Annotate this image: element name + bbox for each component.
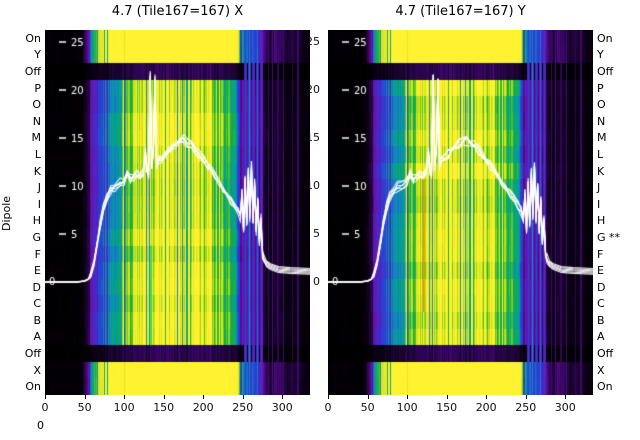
dipole-row-label-left: Off xyxy=(24,65,41,78)
x-tick-label: 300 xyxy=(271,401,293,414)
x-tick-label: 150 xyxy=(153,401,175,414)
gap-value-tick-label: 0 xyxy=(313,275,320,288)
x-tick-label: 250 xyxy=(232,401,254,414)
x-tick-mark xyxy=(525,395,527,399)
dipole-row-label-left: Off xyxy=(24,347,41,360)
dipole-row-label-left: A xyxy=(33,330,41,344)
dipole-row-label-left: B xyxy=(33,313,41,327)
dipole-row-label-left: I xyxy=(37,197,41,211)
x-tick-mark xyxy=(282,395,284,399)
dipole-row-label-left: E xyxy=(34,264,41,278)
gap-value-tick-label: 20 xyxy=(306,83,320,96)
x-tick-mark xyxy=(203,395,205,399)
x-tick-label: 50 xyxy=(77,401,92,414)
x-tick-mark xyxy=(163,395,165,399)
dipole-row-label-right: Y xyxy=(597,48,604,62)
x-tick-mark xyxy=(446,395,448,399)
dipole-row-label-left: H xyxy=(32,214,41,228)
dipole-row-label-left: On xyxy=(25,31,41,45)
dipole-row-label-right: X xyxy=(597,363,605,377)
dipole-row-label-right: I xyxy=(597,197,601,211)
dipole-row-label-left: G xyxy=(32,230,41,244)
x-tick-mark xyxy=(486,395,488,399)
dipole-row-label-right: L xyxy=(597,147,604,161)
x-tick-label: 150 xyxy=(436,401,458,414)
dipole-row-label-right: A xyxy=(597,330,605,344)
dipole-row-label-right: H xyxy=(597,214,606,228)
dipole-row-label-left: On xyxy=(25,380,41,394)
dipole-row-label-left: N xyxy=(32,114,41,128)
dipole-row-label-left: O xyxy=(32,98,41,112)
x-tick-label: 300 xyxy=(554,401,576,414)
x-tick-label: 0 xyxy=(324,401,332,414)
x-tick-mark xyxy=(328,395,329,399)
dipole-row-label-right: J xyxy=(597,181,601,195)
x-tick-label: 200 xyxy=(192,401,214,414)
x-tick-label: 100 xyxy=(113,401,135,414)
dipole-row-label-right: F xyxy=(597,247,604,261)
dipole-row-label-right: K xyxy=(597,164,605,178)
dipole-row-label-left: F xyxy=(34,247,41,261)
heatmap-panel-x xyxy=(45,30,310,395)
gap-value-tick-label: 5 xyxy=(313,227,320,240)
dipole-row-label-right: Off xyxy=(597,347,614,360)
dipole-row-label-left: D xyxy=(32,280,41,294)
heatmap-panel-y xyxy=(328,30,593,395)
x-tick-label: 0 xyxy=(41,401,49,414)
dipole-row-label-left: X xyxy=(33,363,41,377)
dipole-row-label-right: D xyxy=(597,280,606,294)
dipole-row-label-right: Off xyxy=(597,65,614,78)
dipole-row-label-right: O xyxy=(597,98,606,112)
corner-zero-label: 0 xyxy=(37,419,44,432)
x-tick-label: 50 xyxy=(360,401,375,414)
panel-title-y: 4.7 (Tile167=167) Y xyxy=(395,4,526,19)
dipole-row-label-right: B xyxy=(597,313,605,327)
x-tick-mark xyxy=(565,395,567,399)
x-tick-label: 200 xyxy=(475,401,497,414)
dipole-row-label-left: L xyxy=(34,147,41,161)
gap-value-tick-label: 25 xyxy=(306,35,320,48)
x-tick-mark xyxy=(124,395,126,399)
dipole-row-label-left: J xyxy=(37,181,41,195)
x-tick-label: 250 xyxy=(515,401,537,414)
dipole-row-label-right: G ** xyxy=(597,230,621,244)
dipole-row-label-right: On xyxy=(597,380,613,394)
x-tick-mark xyxy=(367,395,369,399)
x-tick-mark xyxy=(242,395,244,399)
dipole-row-label-left: M xyxy=(31,131,42,145)
x-tick-mark xyxy=(407,395,409,399)
gap-value-tick-label: 15 xyxy=(306,131,320,144)
dipole-row-label-right: E xyxy=(597,264,604,278)
x-tick-mark xyxy=(45,395,46,399)
dipole-row-label-right: M xyxy=(597,131,607,145)
dipole-row-label-left: Y xyxy=(34,48,41,62)
x-tick-label: 100 xyxy=(396,401,418,414)
dipole-row-label-left: C xyxy=(33,297,41,311)
dipole-row-label-left: K xyxy=(33,164,41,178)
dipole-row-label-right: N xyxy=(597,114,606,128)
panel-title-x: 4.7 (Tile167=167) X xyxy=(111,4,244,19)
dipole-row-label-right: On xyxy=(597,31,613,45)
x-tick-mark xyxy=(84,395,86,399)
dipole-row-label-right: P xyxy=(597,81,604,95)
dipole-row-label-left: P xyxy=(34,81,41,95)
dipole-row-label-right: C xyxy=(597,297,605,311)
gap-value-tick-label: 10 xyxy=(306,179,320,192)
